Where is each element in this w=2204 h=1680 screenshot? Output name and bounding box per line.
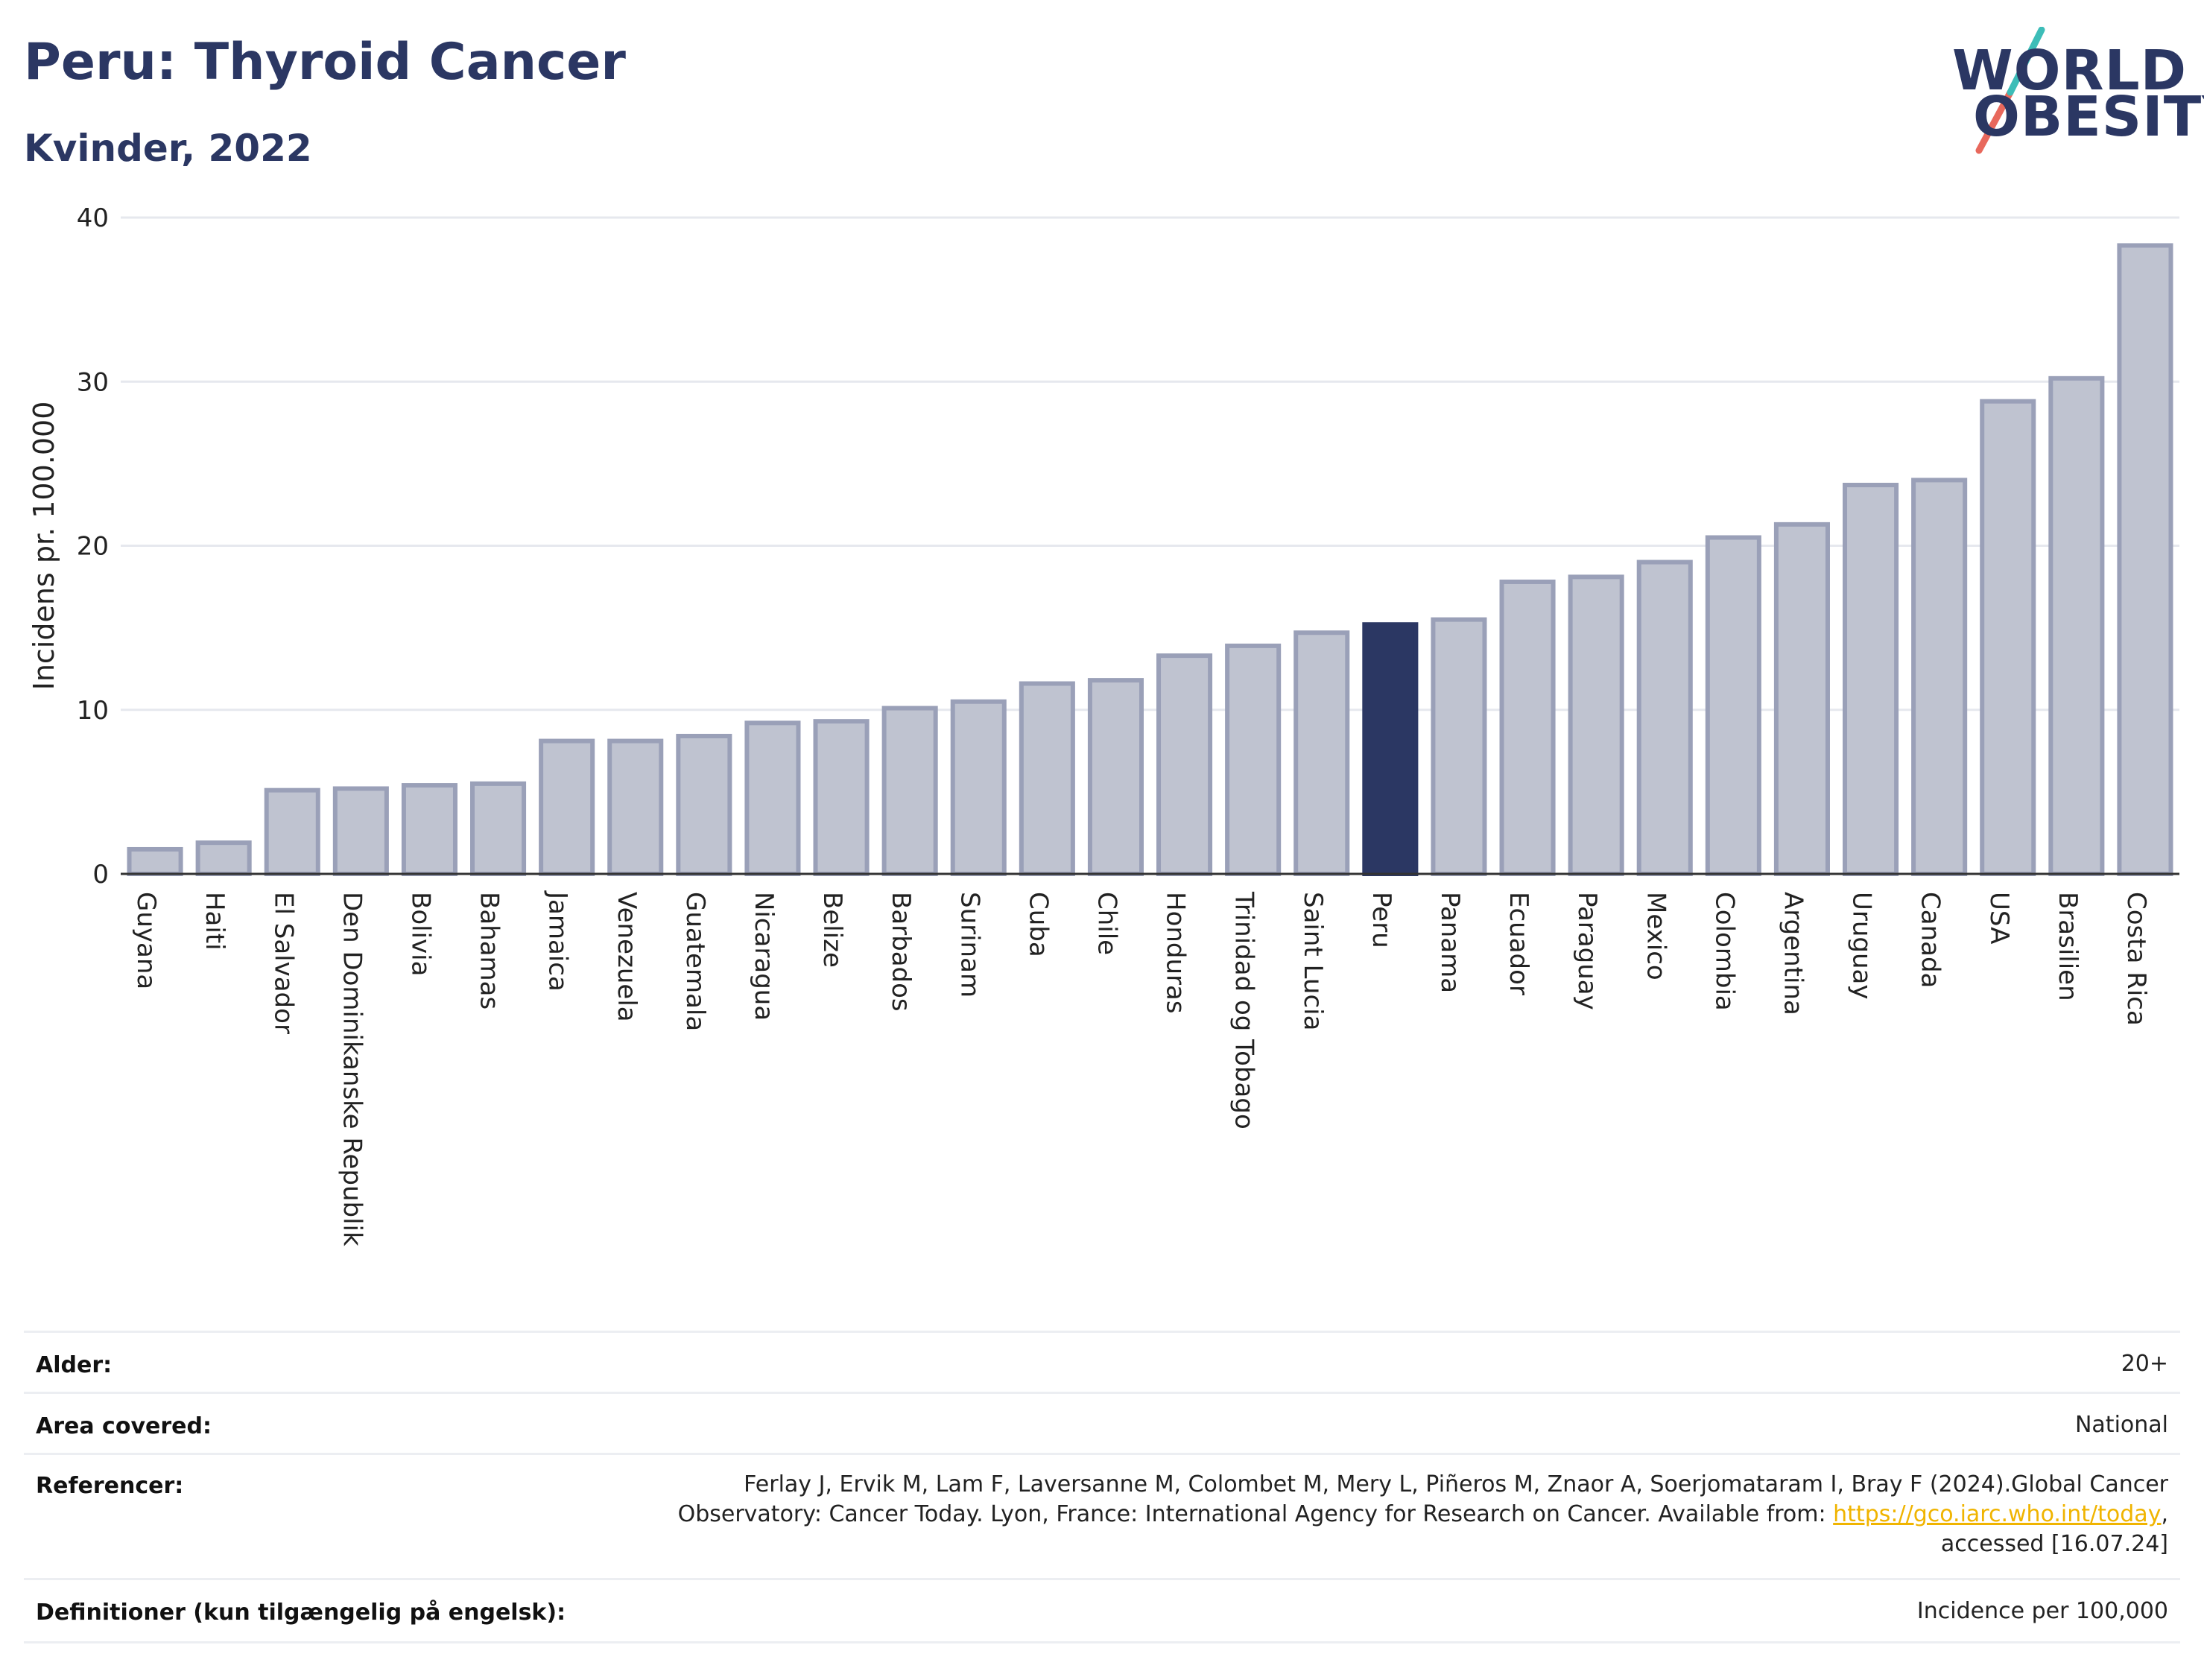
x-tick-label: El Salvador bbox=[268, 892, 298, 1034]
bar-surinam[interactable] bbox=[950, 699, 1007, 876]
x-tick-label: Canada bbox=[1916, 892, 1945, 988]
bar-honduras[interactable] bbox=[1156, 653, 1213, 876]
bar-bolivia[interactable] bbox=[401, 783, 457, 876]
x-tick-label: Nicaragua bbox=[749, 892, 779, 1021]
x-tick-label: Saint Lucia bbox=[1298, 892, 1328, 1030]
references-value: Ferlay J, Ervik M, Lam F, Laversanne M, … bbox=[455, 1470, 2168, 1559]
logo-slash-icon bbox=[1975, 27, 2045, 154]
x-tick-label: Venezuela bbox=[612, 892, 642, 1022]
logo-line1: WORLD bbox=[1952, 39, 2188, 103]
bar-el-salvador[interactable] bbox=[264, 787, 320, 876]
x-tick-label: Belize bbox=[817, 892, 847, 968]
world-obesity-logo: WORLD OBESITY bbox=[1937, 27, 2204, 161]
bar-uruguay[interactable] bbox=[1843, 483, 1899, 876]
bar-panama[interactable] bbox=[1431, 617, 1487, 876]
bar-argentina[interactable] bbox=[1773, 522, 1830, 876]
info-row-definitions: Definitioner (kun tilgængelig på engelsk… bbox=[24, 1578, 2180, 1643]
x-tick-label: Argentina bbox=[1778, 892, 1808, 1015]
y-tick-label: 20 bbox=[77, 532, 109, 562]
bar-paraguay[interactable] bbox=[1568, 574, 1624, 876]
references-line2-text: Observatory: Cancer Today. Lyon, France:… bbox=[677, 1501, 1834, 1527]
bar-ecuador[interactable] bbox=[1499, 579, 1556, 877]
x-tick-label: Colombia bbox=[1709, 892, 1739, 1011]
bar-belize[interactable] bbox=[813, 719, 870, 876]
x-tick-label: Paraguay bbox=[1572, 892, 1602, 1010]
info-row-references: Referencer: Ferlay J, Ervik M, Lam F, La… bbox=[24, 1453, 2180, 1580]
bar-brasilien[interactable] bbox=[2048, 375, 2105, 877]
bar-barbados[interactable] bbox=[881, 706, 938, 876]
x-axis-labels: Guyana Haiti El Salvador Den Dominikanske R… bbox=[131, 890, 2151, 1246]
x-tick-label: Peru bbox=[1367, 892, 1396, 948]
x-tick-label: Ecuador bbox=[1504, 892, 1533, 995]
page-title: Peru: Thyroid Cancer bbox=[24, 33, 626, 92]
x-tick-label: Jamaica bbox=[543, 890, 573, 992]
bar-guyana[interactable] bbox=[127, 846, 183, 877]
x-tick-label: Mexico bbox=[1641, 892, 1671, 980]
bar-chile[interactable] bbox=[1087, 678, 1144, 876]
bar-bahamas[interactable] bbox=[470, 781, 527, 876]
bar-colombia[interactable] bbox=[1705, 535, 1761, 876]
bar-jamaica[interactable] bbox=[539, 738, 595, 876]
x-tick-label: Cuba bbox=[1023, 892, 1053, 957]
bar-trinidad-og-tobago[interactable] bbox=[1225, 643, 1282, 876]
bar-canada[interactable] bbox=[1911, 478, 1968, 876]
bar-venezuela[interactable] bbox=[607, 738, 664, 876]
definitions-value: Incidence per 100,000 bbox=[1916, 1598, 2168, 1624]
references-label: Referencer: bbox=[36, 1473, 184, 1499]
bar-mexico[interactable] bbox=[1636, 560, 1693, 877]
x-tick-label: Den Dominikanske Republik bbox=[337, 892, 367, 1246]
x-tick-label: Surinam bbox=[954, 892, 984, 998]
bar-usa[interactable] bbox=[1980, 399, 2036, 876]
y-axis-ticks: 0 10 20 30 40 bbox=[77, 203, 109, 890]
x-tick-label: Chile bbox=[1092, 892, 1121, 955]
bar-nicaragua[interactable] bbox=[744, 720, 801, 876]
x-tick-label: Guatemala bbox=[680, 892, 710, 1031]
bar-peru[interactable] bbox=[1362, 622, 1419, 876]
bars bbox=[127, 243, 2173, 877]
bar-chart: 0 10 20 30 40 Incidens pr. 100.000 Guyana Hai… bbox=[28, 203, 2179, 1246]
bar-den-dominikanske-republik[interactable] bbox=[332, 786, 389, 876]
x-tick-label: Guyana bbox=[131, 892, 161, 989]
x-tick-label: Trinidad og Tobago bbox=[1229, 891, 1259, 1129]
references-link[interactable]: https://gco.iarc.who.int/today bbox=[1833, 1501, 2162, 1527]
bar-guatemala[interactable] bbox=[676, 733, 732, 876]
bar-cuba[interactable] bbox=[1019, 681, 1075, 877]
logo-line2: OBESITY bbox=[1973, 85, 2204, 149]
info-row-area: Area covered: National bbox=[24, 1392, 2180, 1455]
area-value: National bbox=[2074, 1412, 2168, 1438]
y-tick-label: 10 bbox=[77, 696, 109, 726]
bar-costa-rica[interactable] bbox=[2117, 243, 2173, 876]
references-line2-comma: , bbox=[2161, 1501, 2168, 1527]
definitions-label: Definitioner (kun tilgængelig på engelsk… bbox=[36, 1600, 566, 1626]
x-tick-label: Costa Rica bbox=[2121, 892, 2151, 1026]
references-line3: accessed [16.07.24] bbox=[1940, 1531, 2168, 1557]
age-value: 20+ bbox=[2121, 1351, 2168, 1377]
references-line1: Ferlay J, Ervik M, Lam F, Laversanne M, … bbox=[744, 1471, 2168, 1497]
x-tick-label: Uruguay bbox=[1847, 892, 1877, 1000]
x-tick-label: Bolivia bbox=[405, 892, 435, 976]
bar-haiti[interactable] bbox=[195, 840, 252, 877]
x-tick-label: Brasilien bbox=[2053, 892, 2083, 1001]
x-tick-label: Honduras bbox=[1161, 892, 1191, 1014]
area-label: Area covered: bbox=[36, 1413, 212, 1439]
info-row-age: Alder: 20+ bbox=[24, 1331, 2180, 1394]
x-tick-label: Barbados bbox=[886, 892, 916, 1012]
y-tick-label: 30 bbox=[77, 367, 109, 397]
y-tick-label: 40 bbox=[77, 203, 109, 233]
page-subtitle: Kvinder, 2022 bbox=[24, 127, 312, 170]
bar-saint-lucia[interactable] bbox=[1293, 630, 1350, 876]
x-tick-label: Panama bbox=[1435, 892, 1465, 993]
y-tick-label: 0 bbox=[92, 860, 109, 890]
x-tick-label: USA bbox=[1984, 892, 2014, 944]
x-tick-label: Haiti bbox=[200, 892, 229, 951]
x-tick-label: Bahamas bbox=[475, 892, 504, 1009]
age-label: Alder: bbox=[36, 1352, 113, 1378]
references-line2: Observatory: Cancer Today. Lyon, France:… bbox=[455, 1500, 2168, 1530]
y-axis-label: Incidens pr. 100.000 bbox=[28, 402, 60, 691]
